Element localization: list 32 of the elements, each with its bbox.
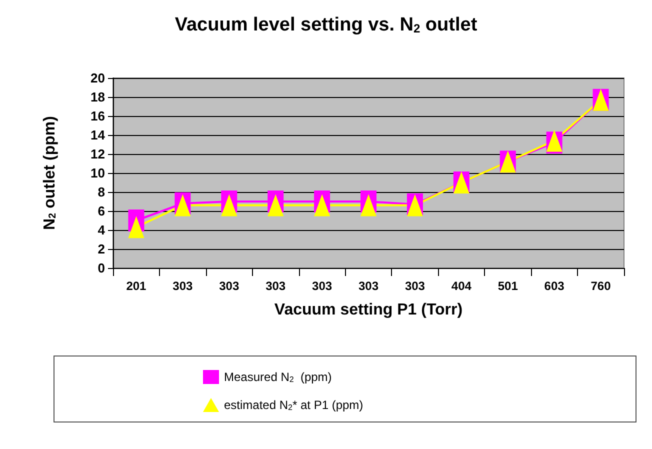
y-tick-label: 2: [98, 242, 105, 256]
x-tick-label: 303: [172, 279, 194, 293]
x-axis-title: Vacuum setting P1 (Torr): [274, 302, 463, 318]
y-tick-label: 10: [90, 166, 105, 180]
x-tick-label: 303: [266, 279, 286, 293]
y-tick-label: 12: [90, 146, 105, 162]
y-tick-label: 20: [90, 70, 105, 86]
x-tick-label: 603: [544, 279, 565, 293]
y-tick-label: 8: [98, 184, 105, 200]
chart-title: Vacuum level setting vs. N2 outlet: [174, 14, 478, 36]
point: [360, 194, 376, 216]
x-tick-label: 760: [590, 279, 612, 293]
y-tick-label: 6: [98, 204, 105, 218]
y-tick-label: 14: [90, 128, 106, 142]
legend-label: Measured N2 (ppm): [224, 370, 332, 384]
x-tick-label: 303: [404, 279, 426, 293]
y-tick-label: 0: [98, 260, 105, 276]
legend-label: estimated N2* at P1 (ppm): [224, 398, 364, 412]
point: [268, 194, 284, 216]
x-tick-label: 303: [312, 279, 332, 293]
x-tick-label: 501: [498, 279, 518, 293]
x-tick-label: 303: [219, 279, 240, 293]
point: [128, 216, 144, 238]
x-tick-label: 404: [451, 279, 472, 293]
y-tick-label: 16: [90, 108, 105, 124]
point: [314, 194, 330, 216]
y-axis-title: N2 outlet (ppm): [41, 116, 58, 230]
point: [221, 194, 238, 216]
y-tick-label: 18: [90, 90, 105, 104]
y-tick-label: 4: [98, 222, 106, 238]
x-tick-label: 201: [126, 279, 147, 293]
x-tick-label: 303: [358, 279, 379, 293]
